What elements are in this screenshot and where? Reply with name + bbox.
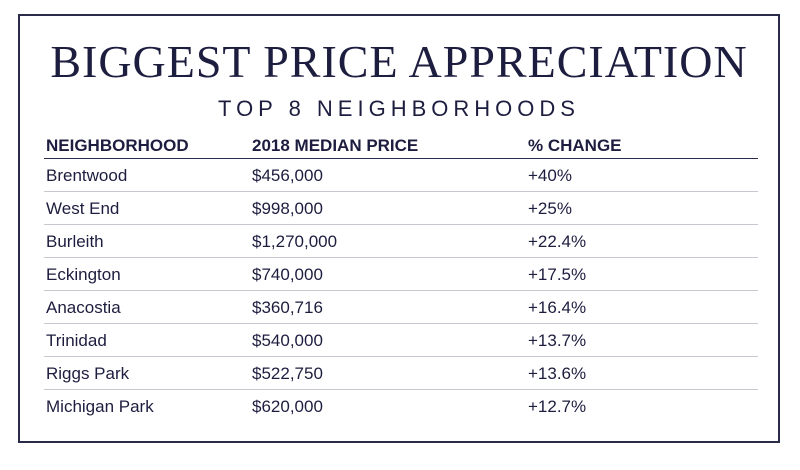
- cell-percent-change: +12.7%: [528, 397, 587, 416]
- table-row: Brentwood $456,000 +40%: [44, 159, 758, 192]
- price-table: NEIGHBORHOOD 2018 MEDIAN PRICE % CHANGE …: [44, 136, 758, 422]
- cell-percent-change: +25%: [528, 199, 572, 218]
- page-title: BIGGEST PRICE APPRECIATION: [50, 36, 748, 87]
- cell-neighborhood: Michigan Park: [46, 397, 154, 416]
- table-row: Trinidad $540,000 +13.7%: [44, 324, 758, 357]
- cell-median-price: $1,270,000: [252, 232, 338, 251]
- cell-percent-change: +16.4%: [528, 298, 587, 317]
- infographic-frame: BIGGEST PRICE APPRECIATION TOP 8 NEIGHBO…: [18, 14, 780, 443]
- cell-neighborhood: Eckington: [46, 265, 121, 284]
- cell-median-price: $998,000: [252, 199, 323, 218]
- cell-median-price: $522,750: [252, 364, 323, 383]
- cell-percent-change: +17.5%: [528, 265, 587, 284]
- cell-median-price: $540,000: [252, 331, 323, 350]
- table-row: Burleith $1,270,000 +22.4%: [44, 225, 758, 258]
- cell-percent-change: +13.7%: [528, 331, 587, 350]
- table-row: Eckington $740,000 +17.5%: [44, 258, 758, 291]
- cell-neighborhood: Trinidad: [46, 331, 107, 350]
- cell-median-price: $456,000: [252, 166, 323, 185]
- cell-median-price: $360,716: [252, 298, 323, 317]
- cell-median-price: $740,000: [252, 265, 323, 284]
- header-percent-change: % CHANGE: [528, 136, 622, 155]
- cell-percent-change: +22.4%: [528, 232, 587, 251]
- cell-median-price: $620,000: [252, 397, 323, 416]
- page-subtitle: TOP 8 NEIGHBORHOODS: [218, 96, 580, 121]
- cell-neighborhood: Riggs Park: [46, 364, 130, 383]
- cell-neighborhood: West End: [46, 199, 120, 218]
- header-neighborhood: NEIGHBORHOOD: [46, 136, 189, 155]
- cell-neighborhood: Brentwood: [46, 166, 128, 185]
- cell-percent-change: +40%: [528, 166, 572, 185]
- table-row: West End $998,000 +25%: [44, 192, 758, 225]
- cell-neighborhood: Burleith: [46, 232, 104, 251]
- cell-neighborhood: Anacostia: [46, 298, 121, 317]
- table-row: Anacostia $360,716 +16.4%: [44, 291, 758, 324]
- table-header: NEIGHBORHOOD 2018 MEDIAN PRICE % CHANGE: [44, 136, 758, 159]
- table-row: Michigan Park $620,000 +12.7%: [44, 390, 758, 422]
- table-row: Riggs Park $522,750 +13.6%: [44, 357, 758, 390]
- cell-percent-change: +13.6%: [528, 364, 587, 383]
- header-median-price: 2018 MEDIAN PRICE: [252, 136, 419, 155]
